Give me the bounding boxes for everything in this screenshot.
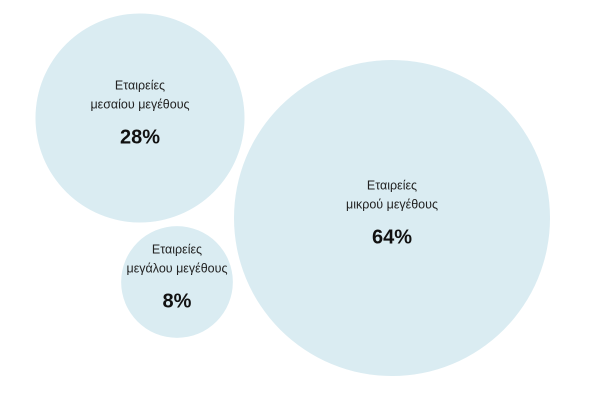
bubble-label: μικρού μεγέθους <box>346 197 438 211</box>
bubble-label: Εταιρείες <box>367 178 417 192</box>
bubble-label: Εταιρείες <box>115 78 165 92</box>
bubble <box>121 226 233 338</box>
value-label: 8% <box>163 290 192 312</box>
bubble-label: μεσαίου μεγέθους <box>90 97 189 111</box>
value-label: 64% <box>372 226 412 248</box>
value-label: 28% <box>120 126 160 148</box>
bubble <box>234 60 550 376</box>
bubble-label: μεγάλου μεγέθους <box>127 261 228 275</box>
bubble <box>35 13 245 223</box>
bubble-label: Εταιρείες <box>152 242 202 256</box>
